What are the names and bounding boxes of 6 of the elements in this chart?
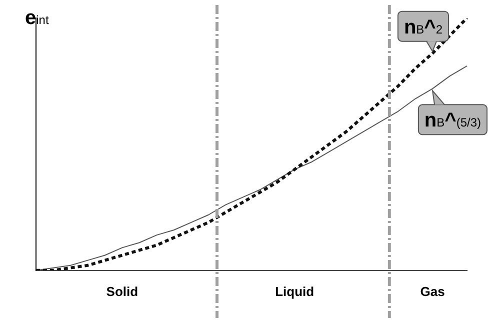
y-axis-title: eint (25, 7, 50, 29)
series-label: nB^2 (404, 16, 443, 38)
x-tick-label: Gas (420, 284, 445, 299)
x-tick-label: Liquid (275, 284, 314, 299)
x-tick-label: Solid (106, 284, 138, 299)
legend-label: nB^(5/3) (424, 110, 482, 132)
